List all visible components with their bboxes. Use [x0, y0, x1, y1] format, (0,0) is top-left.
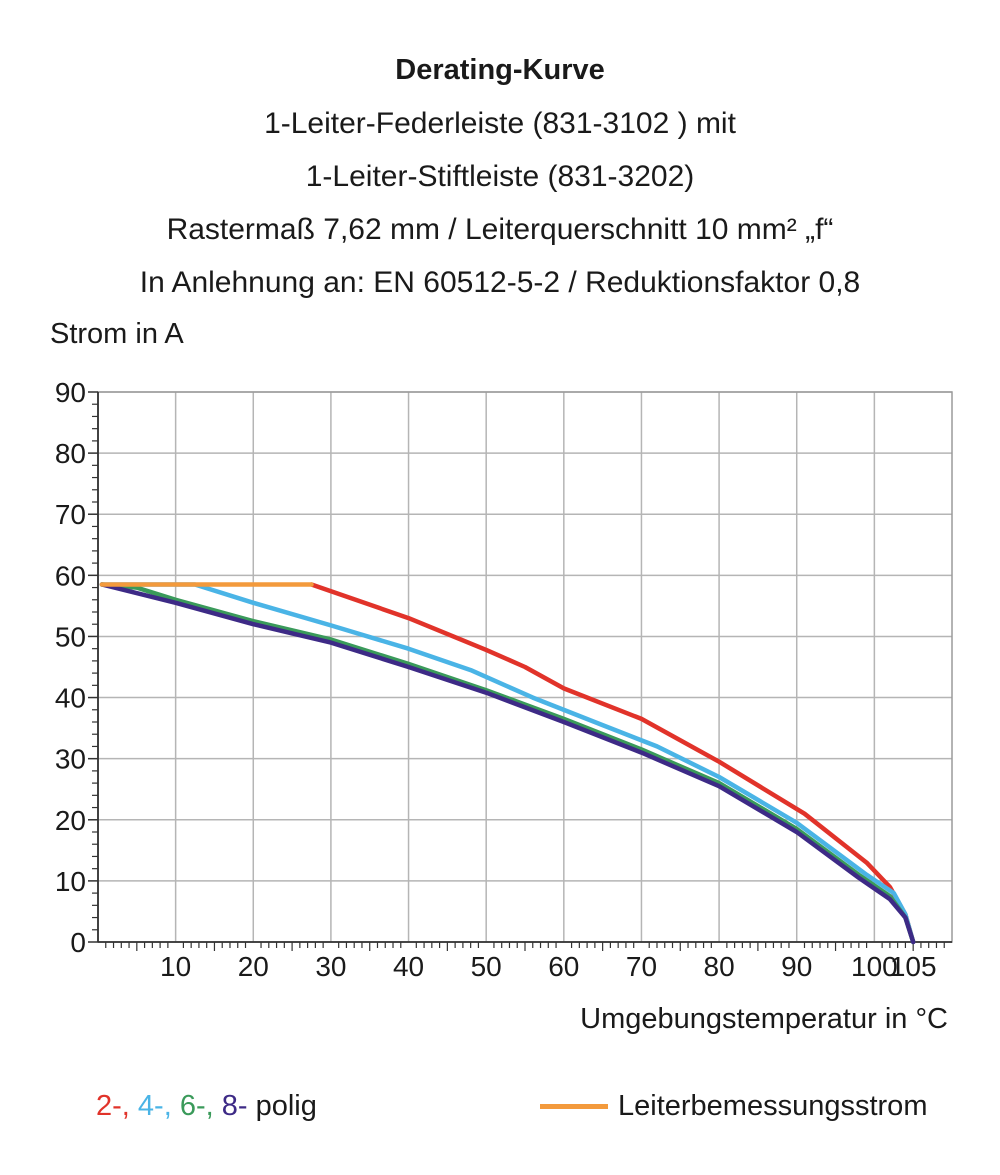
x-tick-label: 90	[781, 951, 812, 982]
y-tick-label: 70	[55, 499, 86, 530]
legend-rated-label: Leiterbemessungsstrom	[618, 1090, 928, 1122]
chart-subtitle-2: 1-Leiter-Stiftleiste (831-3202)	[305, 160, 695, 193]
x-tick-label: 20	[238, 951, 269, 982]
legend-rated: Leiterbemessungsstrom	[540, 1090, 927, 1123]
y-tick-label: 80	[55, 438, 86, 469]
series-line-p2	[309, 582, 916, 945]
legend-2-polig: 2-,	[96, 1090, 130, 1122]
legend-6-polig: 6-,	[179, 1090, 214, 1122]
chart-title: Derating-Kurve	[395, 54, 605, 86]
x-tick-label: 100	[851, 951, 898, 982]
legend-8-polig: 8-	[221, 1090, 248, 1122]
legend-poles: 2-, 4-, 6-, 8- polig	[96, 1090, 317, 1123]
legend-4-polig: 4-,	[137, 1090, 172, 1122]
y-tick-label: 90	[55, 377, 86, 408]
series-line-p6	[99, 582, 916, 945]
series-line-p4	[99, 582, 916, 945]
y-tick-label: 10	[55, 866, 86, 897]
chart-subtitle-4: In Anlehnung an: EN 60512-5-2 / Reduktio…	[139, 266, 861, 299]
x-tick-label: 60	[548, 951, 579, 982]
y-tick-label: 60	[55, 560, 86, 591]
chart-subtitle-1: 1-Leiter-Federleiste (831-3102 ) mit	[264, 107, 736, 140]
x-tick-label: 50	[471, 951, 502, 982]
x-tick-label: 40	[393, 951, 424, 982]
y-axis-label: Strom in A	[50, 318, 184, 350]
chart-subtitle-3: Rastermaß 7,62 mm / Leiterquerschnitt 10…	[166, 213, 834, 246]
x-tick-label: 30	[315, 951, 346, 982]
legend-rated-swatch	[540, 1104, 608, 1109]
x-tick-label: 10	[160, 951, 191, 982]
x-tick-label: 80	[704, 951, 735, 982]
x-tick-label: 105	[890, 951, 937, 982]
x-axis-label: Umgebungstemperatur in °C	[580, 1003, 948, 1035]
series-line-p8	[99, 582, 916, 945]
y-tick-label: 20	[55, 805, 86, 836]
title-block: Derating-Kurve 1-Leiter-Federleiste (831…	[0, 44, 1000, 309]
y-tick-label: 50	[55, 621, 86, 652]
x-tick-label: 70	[626, 951, 657, 982]
y-tick-label: 30	[55, 744, 86, 775]
y-tick-label: 40	[55, 683, 86, 714]
y-tick-label: 0	[70, 927, 86, 958]
legend-polig-suffix: polig	[247, 1090, 317, 1122]
